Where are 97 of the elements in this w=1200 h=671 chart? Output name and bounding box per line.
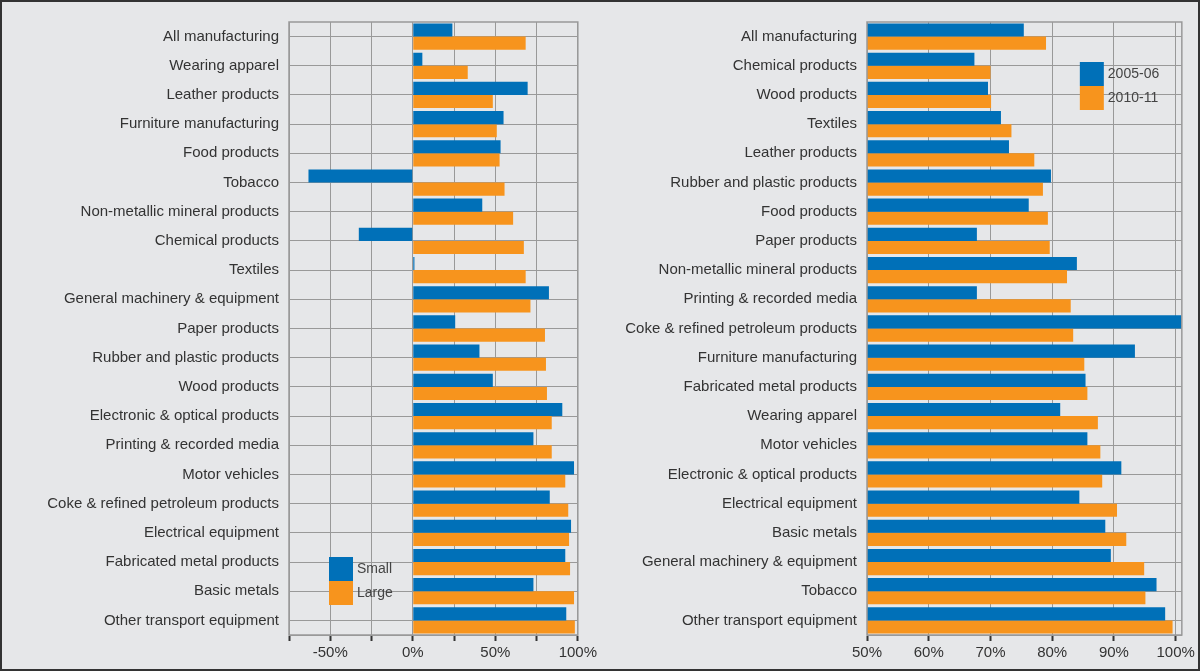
x-tick-label: 60%	[913, 643, 944, 661]
bar	[413, 620, 575, 634]
bar	[413, 519, 572, 533]
bar	[413, 591, 575, 605]
bar	[413, 270, 526, 284]
y-tick-label: Motor vehicles	[760, 435, 857, 453]
bar	[413, 198, 483, 212]
y-tick-label: Textiles	[806, 114, 857, 132]
legend-label: 2005-06	[1107, 64, 1160, 81]
bar	[413, 315, 456, 329]
x-tick-label: 50%	[851, 643, 883, 661]
y-tick-label: Coke & refined petroleum products	[47, 493, 279, 511]
y-tick-label: Food products	[761, 201, 857, 219]
bar	[358, 227, 413, 241]
bar	[413, 386, 547, 401]
x-tick-label: 100%	[558, 643, 598, 661]
y-tick-label: Furniture manufacturing	[697, 347, 857, 365]
bar	[413, 416, 552, 430]
y-tick-label: Coke & refined petroleum products	[625, 318, 857, 336]
y-tick-label: Fabricated metal products	[683, 377, 857, 395]
y-tick-label: Electronic & optical products	[667, 464, 857, 482]
y-tick-label: Rubber and plastic products	[92, 347, 279, 365]
y-tick-label: All manufacturing	[741, 26, 857, 44]
bar	[413, 111, 504, 125]
bar	[308, 169, 413, 183]
legend-label: 2010-11	[1107, 88, 1159, 105]
y-tick-label: Wood products	[756, 85, 857, 103]
bar	[413, 548, 566, 563]
x-tick-label: -50%	[312, 643, 348, 661]
y-tick-label: All manufacturing	[163, 26, 279, 44]
bar	[413, 52, 423, 66]
bar	[413, 461, 575, 475]
y-tick-label: Basic metals	[771, 522, 857, 540]
x-tick-label: 100%	[1156, 643, 1195, 661]
y-tick-label: Other transport equipment	[103, 610, 280, 628]
y-tick-label: Leather products	[744, 143, 857, 161]
bar	[413, 373, 493, 387]
bar	[413, 344, 480, 358]
bar	[413, 578, 534, 592]
y-tick-label: Basic metals	[193, 581, 279, 599]
y-tick-label: Printing & recorded media	[105, 435, 280, 453]
bar	[413, 240, 524, 255]
bar	[413, 532, 570, 546]
y-tick-label: Printing & recorded media	[683, 289, 858, 307]
bar	[413, 94, 493, 109]
x-tick-label: 70%	[975, 643, 1006, 661]
legend-label: Large	[357, 583, 394, 600]
bar	[413, 299, 531, 313]
y-tick-label: Chemical products	[732, 55, 857, 73]
y-tick-label: Tobacco	[801, 581, 857, 599]
y-tick-label: Textiles	[228, 260, 279, 278]
y-tick-label: Food products	[183, 143, 279, 161]
bar	[413, 432, 534, 446]
bar	[413, 81, 528, 95]
y-tick-label: Wearing apparel	[169, 55, 279, 73]
bar	[413, 357, 546, 371]
y-tick-label: Other transport equipment	[681, 610, 858, 628]
x-tick-label: 50%	[480, 643, 511, 661]
bar	[413, 474, 566, 488]
y-tick-label: Paper products	[177, 318, 279, 336]
x-tick-label: 80%	[1037, 643, 1068, 661]
bar	[413, 23, 453, 37]
y-tick-label: Electrical equipment	[143, 522, 280, 540]
bar	[413, 286, 549, 300]
y-tick-label: Non-metallic mineral products	[80, 201, 279, 219]
bar	[413, 562, 571, 576]
y-tick-label: Electrical equipment	[721, 493, 858, 511]
y-tick-label: General machinery & equipment	[641, 552, 858, 570]
y-tick-label: Tobacco	[223, 172, 279, 190]
y-tick-label: Wearing apparel	[747, 406, 857, 424]
bar	[413, 153, 500, 167]
x-tick-label: 90%	[1098, 643, 1129, 661]
y-tick-label: Wood products	[178, 377, 279, 395]
legend-label: Small	[357, 559, 393, 576]
y-tick-label: General machinery & equipment	[63, 289, 280, 307]
y-tick-label: Furniture manufacturing	[119, 114, 279, 132]
y-tick-label: Paper products	[755, 231, 857, 249]
bar	[413, 490, 550, 504]
y-tick-label: Motor vehicles	[182, 464, 279, 482]
y-tick-label: Chemical products	[154, 231, 279, 249]
bar	[413, 607, 567, 621]
bar	[413, 124, 497, 138]
bar	[413, 445, 552, 459]
y-tick-label: Leather products	[166, 85, 279, 103]
bar	[413, 402, 563, 417]
bar	[413, 211, 514, 225]
bar	[413, 36, 526, 50]
bar	[413, 140, 501, 154]
y-tick-label: Fabricated metal products	[105, 552, 279, 570]
y-tick-label: Rubber and plastic products	[670, 172, 857, 190]
bar	[413, 328, 545, 342]
bar	[413, 65, 468, 79]
y-tick-label: Non-metallic mineral products	[658, 260, 857, 278]
x-tick-label: 0%	[401, 643, 424, 661]
bar	[413, 503, 569, 517]
bar	[413, 182, 505, 196]
y-tick-label: Electronic & optical products	[89, 406, 279, 424]
